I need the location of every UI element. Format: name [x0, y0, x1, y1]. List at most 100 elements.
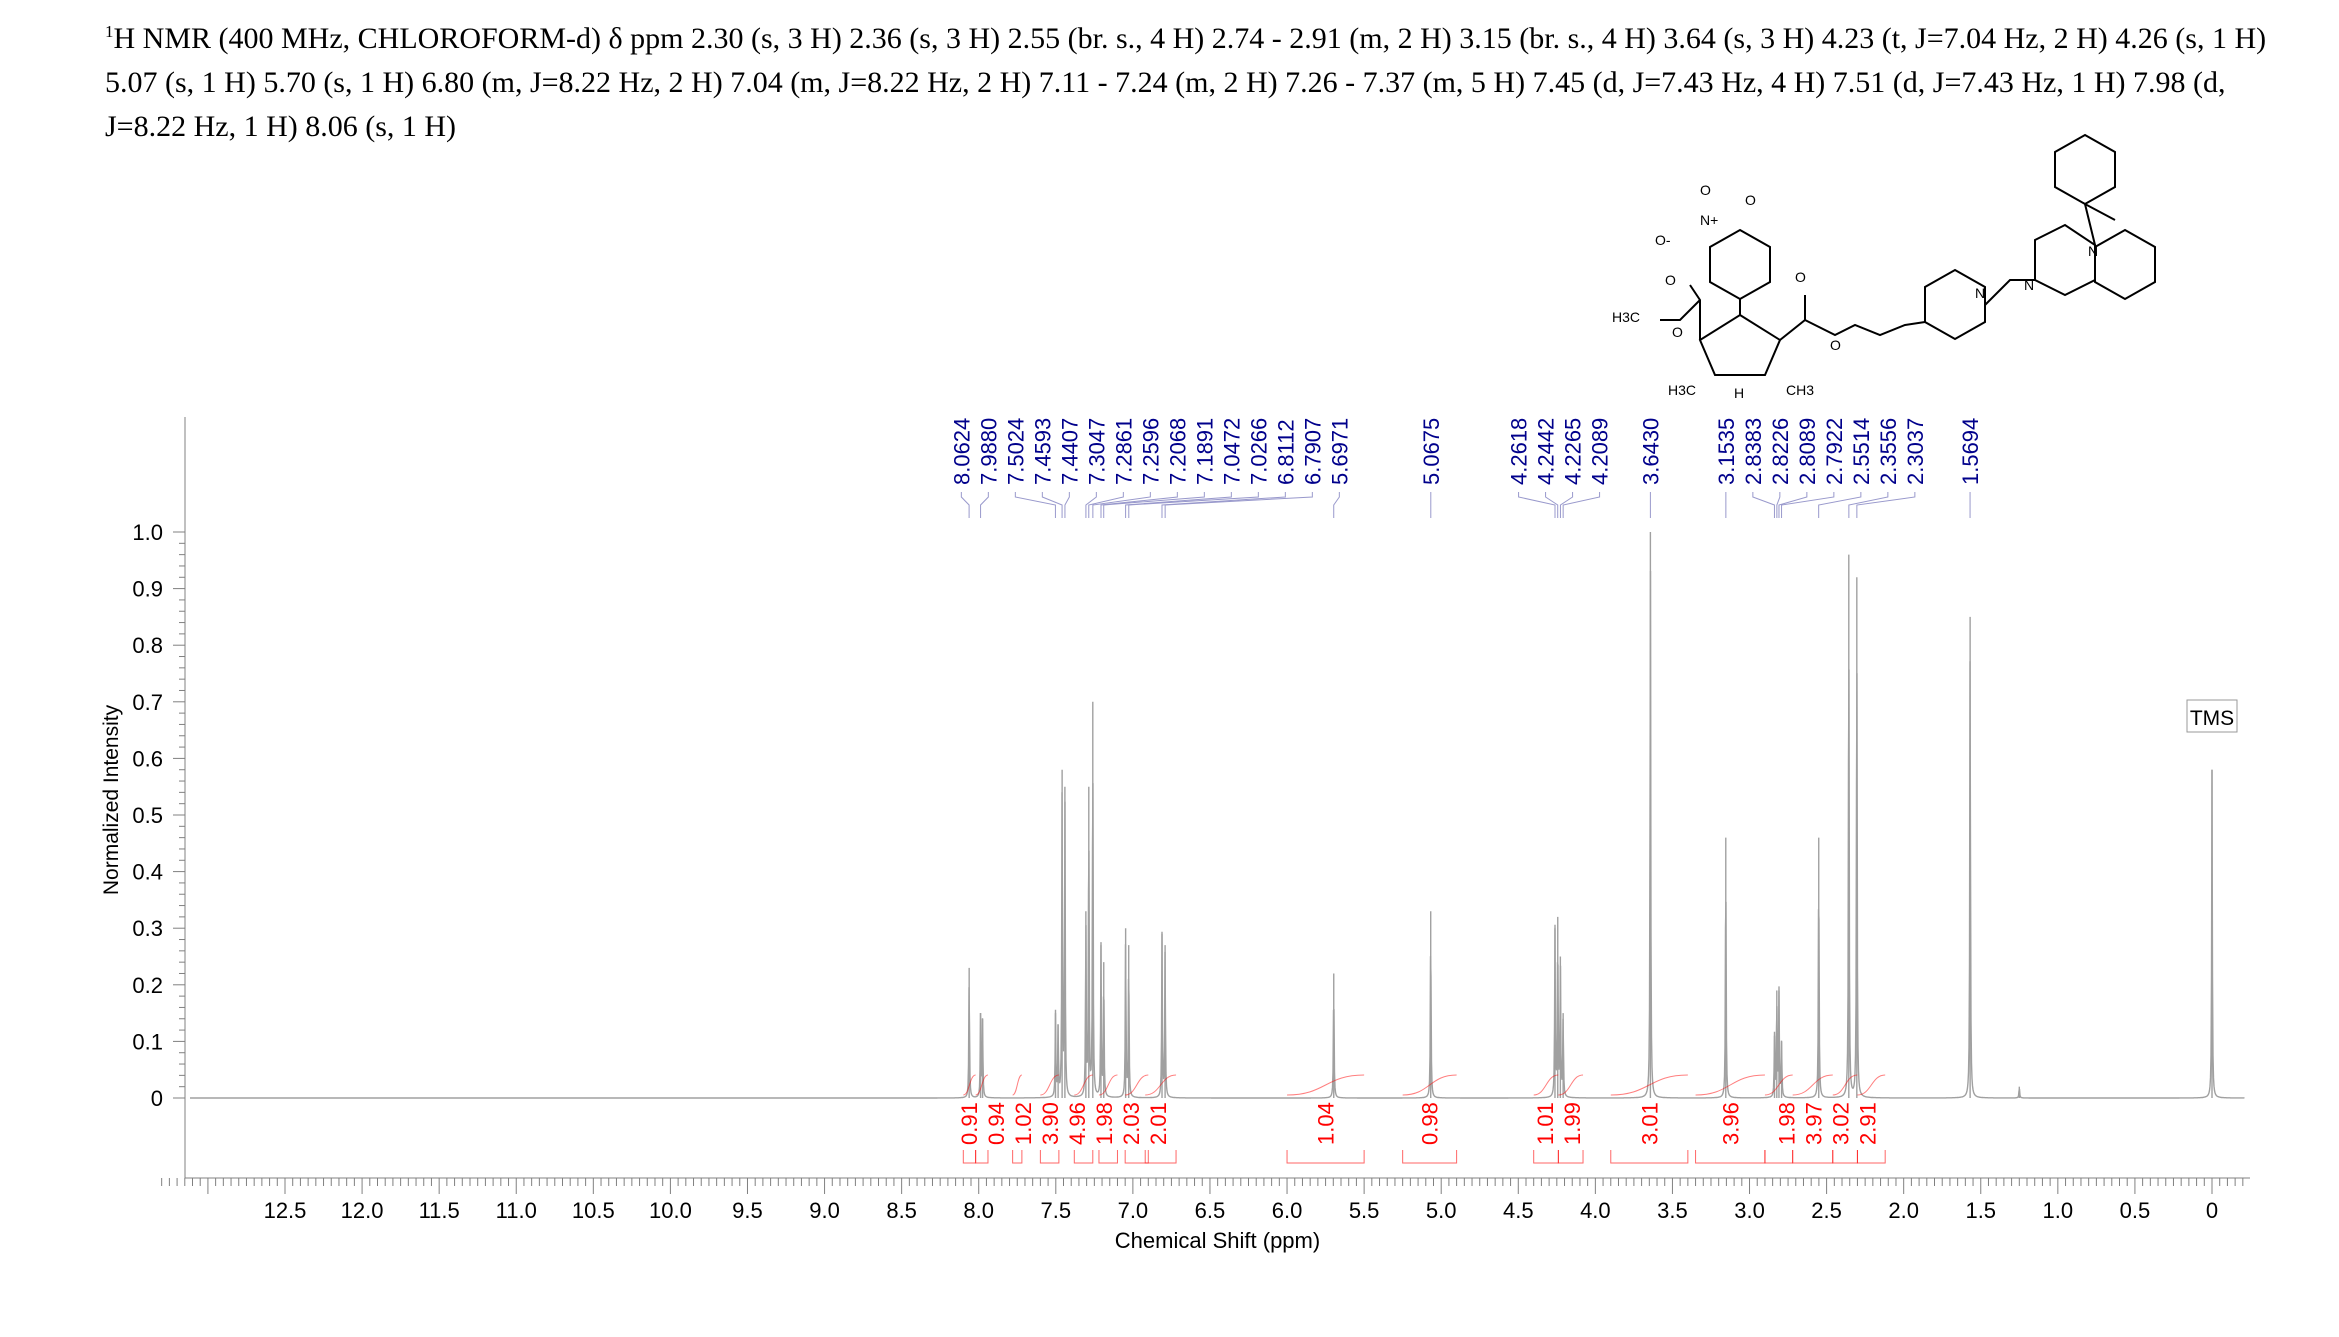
integral-curve	[1145, 1074, 1177, 1096]
peak-label: 4.2265	[1561, 418, 1586, 485]
integral-bracket	[1557, 1150, 1584, 1164]
spectrum-trace	[190, 570, 2245, 1099]
tms-annotation: TMS	[2190, 707, 2234, 730]
peak-label: 4.2089	[1588, 418, 1613, 485]
structure-atom-label: H3C	[1668, 382, 1696, 398]
x-tick-label: 3.0	[1734, 1198, 1765, 1223]
y-tick-label: 0.2	[132, 973, 163, 998]
peak-label-connector	[1164, 492, 1313, 518]
x-tick-label: 9.5	[732, 1198, 763, 1223]
integral-label: 3.02	[1828, 1102, 1853, 1145]
x-tick-label: 1.5	[1965, 1198, 1996, 1223]
integral-label: 2.01	[1146, 1102, 1171, 1145]
tms-box	[2186, 699, 2238, 733]
integral-label: 1.04	[1314, 1102, 1339, 1145]
integral-curve	[1098, 1074, 1118, 1096]
x-tick-label: 1.0	[2043, 1198, 2074, 1223]
integral-bracket	[1073, 1150, 1094, 1164]
peak-label-connector	[1818, 492, 1862, 518]
x-tick-label: 7.5	[1041, 1198, 1072, 1223]
peak-label: 7.5024	[1003, 418, 1028, 485]
peak-label: 7.2861	[1111, 418, 1136, 485]
integral-label: 3.01	[1637, 1102, 1662, 1145]
y-tick-label: 0.7	[132, 690, 163, 715]
peak-label: 7.4593	[1030, 418, 1055, 485]
integral-bracket	[1124, 1150, 1149, 1164]
integral-label: 2.03	[1119, 1102, 1144, 1145]
integral-label: 2.91	[1855, 1102, 1880, 1145]
peak-label: 4.2618	[1507, 418, 1532, 485]
y-tick-label: 0.3	[132, 916, 163, 941]
integral-bracket	[1856, 1150, 1886, 1164]
x-tick-label: 5.0	[1426, 1198, 1457, 1223]
peak-label-connector	[1085, 492, 1097, 518]
peak-label-connector	[1103, 492, 1205, 518]
x-tick-label: 8.0	[963, 1198, 994, 1223]
x-tick-label: 6.0	[1272, 1198, 1303, 1223]
peak-label: 3.6430	[1638, 418, 1663, 485]
peak-label-connector	[1781, 492, 1835, 518]
x-tick-label: 3.5	[1657, 1198, 1688, 1223]
integral-bracket	[1610, 1150, 1689, 1164]
peak-label: 8.0624	[949, 418, 974, 485]
y-tick-label: 0.8	[132, 633, 163, 658]
structure-atom-label: H	[1734, 385, 1744, 401]
peak-label-connector	[1161, 492, 1286, 518]
integral-label: 3.97	[1801, 1102, 1826, 1145]
structure-atom-label: H3C	[1612, 309, 1640, 325]
integral-label: 3.96	[1718, 1102, 1743, 1145]
integral-curve	[1012, 1074, 1023, 1096]
peak-label-connector	[1562, 492, 1601, 518]
peak-label: 7.9880	[976, 418, 1001, 485]
x-tick-label: 2.0	[1888, 1198, 1919, 1223]
x-tick-label: 6.5	[1195, 1198, 1226, 1223]
nmr-description-text: H NMR (400 MHz, CHLOROFORM-d) δ ppm 2.30…	[105, 22, 2267, 143]
peak-label-connector	[1559, 492, 1574, 518]
peak-label: 7.0266	[1246, 418, 1271, 485]
integral-bracket	[1695, 1150, 1766, 1164]
structure-atom-label: N	[1975, 285, 1985, 301]
peak-label-connector	[1064, 492, 1070, 518]
x-tick-label: 8.5	[886, 1198, 917, 1223]
y-tick-label: 0.5	[132, 803, 163, 828]
x-tick-label: 4.5	[1503, 1198, 1534, 1223]
peak-label: 2.3037	[1903, 418, 1928, 485]
x-axis-label: Chemical Shift (ppm)	[1115, 1228, 1320, 1253]
x-tick-label: 10.5	[572, 1198, 615, 1223]
structure-atom-label: O	[1745, 192, 1756, 208]
integral-label: 0.94	[984, 1102, 1009, 1145]
integral-label: 1.99	[1560, 1102, 1585, 1145]
integral-curve	[1832, 1074, 1858, 1096]
integral-bracket	[1533, 1150, 1559, 1164]
nmr-description: 1H NMR (400 MHz, CHLOROFORM-d) δ ppm 2.3…	[105, 10, 2305, 149]
x-tick-label: 4.0	[1580, 1198, 1611, 1223]
integral-bracket	[975, 1150, 989, 1164]
peak-label-connector	[980, 492, 989, 518]
structure-atom-label: CH3	[1786, 382, 1814, 398]
isotope-superscript: 1	[105, 22, 114, 41]
peak-label: 2.3556	[1876, 418, 1901, 485]
y-tick-label: 0.1	[132, 1029, 163, 1054]
x-tick-label: 9.0	[809, 1198, 840, 1223]
peak-label-connector	[1776, 492, 1781, 518]
integral-bracket	[1402, 1150, 1458, 1164]
peak-label: 2.8383	[1741, 418, 1766, 485]
integral-curve	[1764, 1074, 1793, 1096]
structure-atom-label: O	[1795, 269, 1806, 285]
integral-label: 0.91	[957, 1102, 982, 1145]
peak-label: 5.6971	[1327, 418, 1352, 485]
peak-label-connector	[1333, 492, 1340, 518]
peak-label: 2.8089	[1795, 418, 1820, 485]
integral-bracket	[1012, 1150, 1023, 1164]
peak-label-connector	[1128, 492, 1259, 518]
integral-bracket	[1286, 1150, 1365, 1164]
peak-label-connector	[1088, 492, 1124, 518]
integral-label: 1.98	[1774, 1102, 1799, 1145]
peak-label: 2.5514	[1849, 418, 1874, 485]
integral-label: 0.98	[1418, 1102, 1443, 1145]
peak-label-connector	[1100, 492, 1178, 518]
x-tick-label: 12.0	[341, 1198, 384, 1223]
y-tick-label: 0.4	[132, 860, 163, 885]
peak-label: 2.7922	[1822, 418, 1847, 485]
